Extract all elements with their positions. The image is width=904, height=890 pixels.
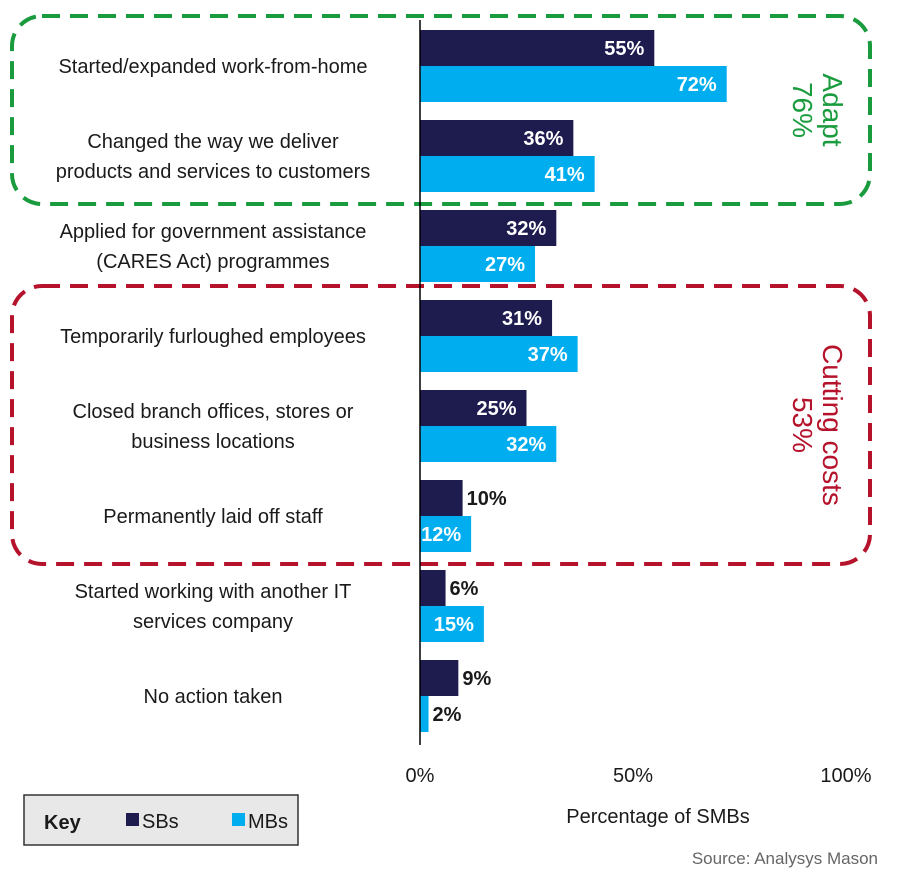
category-label-7: No action taken xyxy=(144,686,283,708)
group-boxes: Adapt76% Cutting costs53% xyxy=(10,14,872,566)
category-label-5: Permanently laid off staff xyxy=(103,506,323,528)
bar-mbs-0 xyxy=(420,66,727,102)
data-label-sbs-2: 32% xyxy=(506,218,546,240)
legend-label-mbs: MBs xyxy=(248,811,288,833)
legend-swatch-mbs xyxy=(232,813,245,826)
category-label-line: Started working with another IT xyxy=(75,581,352,603)
category-label-line: Started/expanded work-from-home xyxy=(58,56,367,78)
legend: Key SBs MBs xyxy=(23,794,299,846)
x-tick-label-0: 0% xyxy=(406,765,435,787)
data-label-sbs-4: 25% xyxy=(476,398,516,420)
category-label-line: No action taken xyxy=(144,686,283,708)
bar-sbs-0 xyxy=(420,30,655,66)
legend-swatch-sbs xyxy=(126,813,139,826)
x-tick-labels: 0% 50% 100% xyxy=(406,765,872,787)
data-label-mbs-1: 41% xyxy=(545,164,585,186)
bar-mbs-2 xyxy=(420,246,536,282)
group-title-line: 76% xyxy=(787,82,818,138)
category-label-4: Closed branch offices, stores or business… xyxy=(73,401,354,453)
data-label-mbs-2: 27% xyxy=(485,254,525,276)
bar-mbs-7 xyxy=(420,696,429,732)
data-label-sbs-0: 55% xyxy=(604,38,644,60)
data-label-mbs-4: 32% xyxy=(506,434,546,456)
data-label-mbs-0: 72% xyxy=(677,74,717,96)
x-tick-label-1: 50% xyxy=(613,765,653,787)
bar-sbs-1 xyxy=(420,120,574,156)
data-label-sbs-6: 6% xyxy=(450,578,479,600)
category-label-2: Applied for government assistance (CARES … xyxy=(60,221,367,273)
category-label-line: Temporarily furloughed employees xyxy=(60,326,366,348)
category-label-line: Permanently laid off staff xyxy=(103,506,323,528)
category-label-line: Changed the way we deliver xyxy=(87,131,339,153)
bar-mbs-6 xyxy=(420,606,484,642)
bar-sbs-3 xyxy=(420,300,553,336)
legend-label-sbs: SBs xyxy=(142,811,179,833)
group-box-1 xyxy=(10,284,872,566)
bar-mbs-4 xyxy=(420,426,557,462)
bar-sbs-7 xyxy=(420,660,459,696)
data-label-mbs-3: 37% xyxy=(528,344,568,366)
bar-mbs-1 xyxy=(420,156,595,192)
group-title-1: Cutting costs53% xyxy=(787,344,848,506)
x-axis-title: Percentage of SMBs xyxy=(566,806,749,828)
category-labels: Started/expanded work-from-home Changed t… xyxy=(56,56,371,708)
bars: 55% 72% 36% 41% 32% 27% 31% 37% 25% 32% 10% 12% 6% 15… xyxy=(420,30,727,732)
data-label-mbs-6: 15% xyxy=(434,614,474,636)
category-label-1: Changed the way we deliver products and s… xyxy=(56,131,371,183)
category-label-line: business locations xyxy=(131,431,294,453)
data-label-sbs-5: 10% xyxy=(467,488,507,510)
group-box-0 xyxy=(10,14,872,206)
data-label-sbs-7: 9% xyxy=(462,668,491,690)
legend-box xyxy=(23,794,299,846)
bar-sbs-2 xyxy=(420,210,557,246)
bar-sbs-6 xyxy=(420,570,446,606)
bar-mbs-3 xyxy=(420,336,578,372)
data-label-sbs-3: 31% xyxy=(502,308,542,330)
data-label-sbs-1: 36% xyxy=(523,128,563,150)
category-label-line: services company xyxy=(133,611,293,633)
group-title-line: Cutting costs xyxy=(817,344,848,506)
group-title-0: Adapt76% xyxy=(787,73,848,146)
data-label-mbs-7: 2% xyxy=(433,704,462,726)
group-title-line: 53% xyxy=(787,397,818,453)
source-note: Source: Analysys Mason xyxy=(692,849,878,868)
category-label-line: (CARES Act) programmes xyxy=(96,251,329,273)
group-title-line: Adapt xyxy=(817,73,848,146)
category-label-3: Temporarily furloughed employees xyxy=(60,326,366,348)
data-label-mbs-5: 12% xyxy=(421,524,461,546)
legend-title: Key xyxy=(44,812,82,834)
category-label-line: Applied for government assistance xyxy=(60,221,367,243)
bar-mbs-5 xyxy=(420,516,472,552)
category-label-6: Started working with another IT services … xyxy=(75,581,352,633)
bar-sbs-4 xyxy=(420,390,527,426)
category-label-line: Closed branch offices, stores or xyxy=(73,401,354,423)
category-label-0: Started/expanded work-from-home xyxy=(58,56,367,78)
category-label-line: products and services to customers xyxy=(56,161,371,183)
x-tick-label-2: 100% xyxy=(820,765,871,787)
bar-sbs-5 xyxy=(420,480,463,516)
